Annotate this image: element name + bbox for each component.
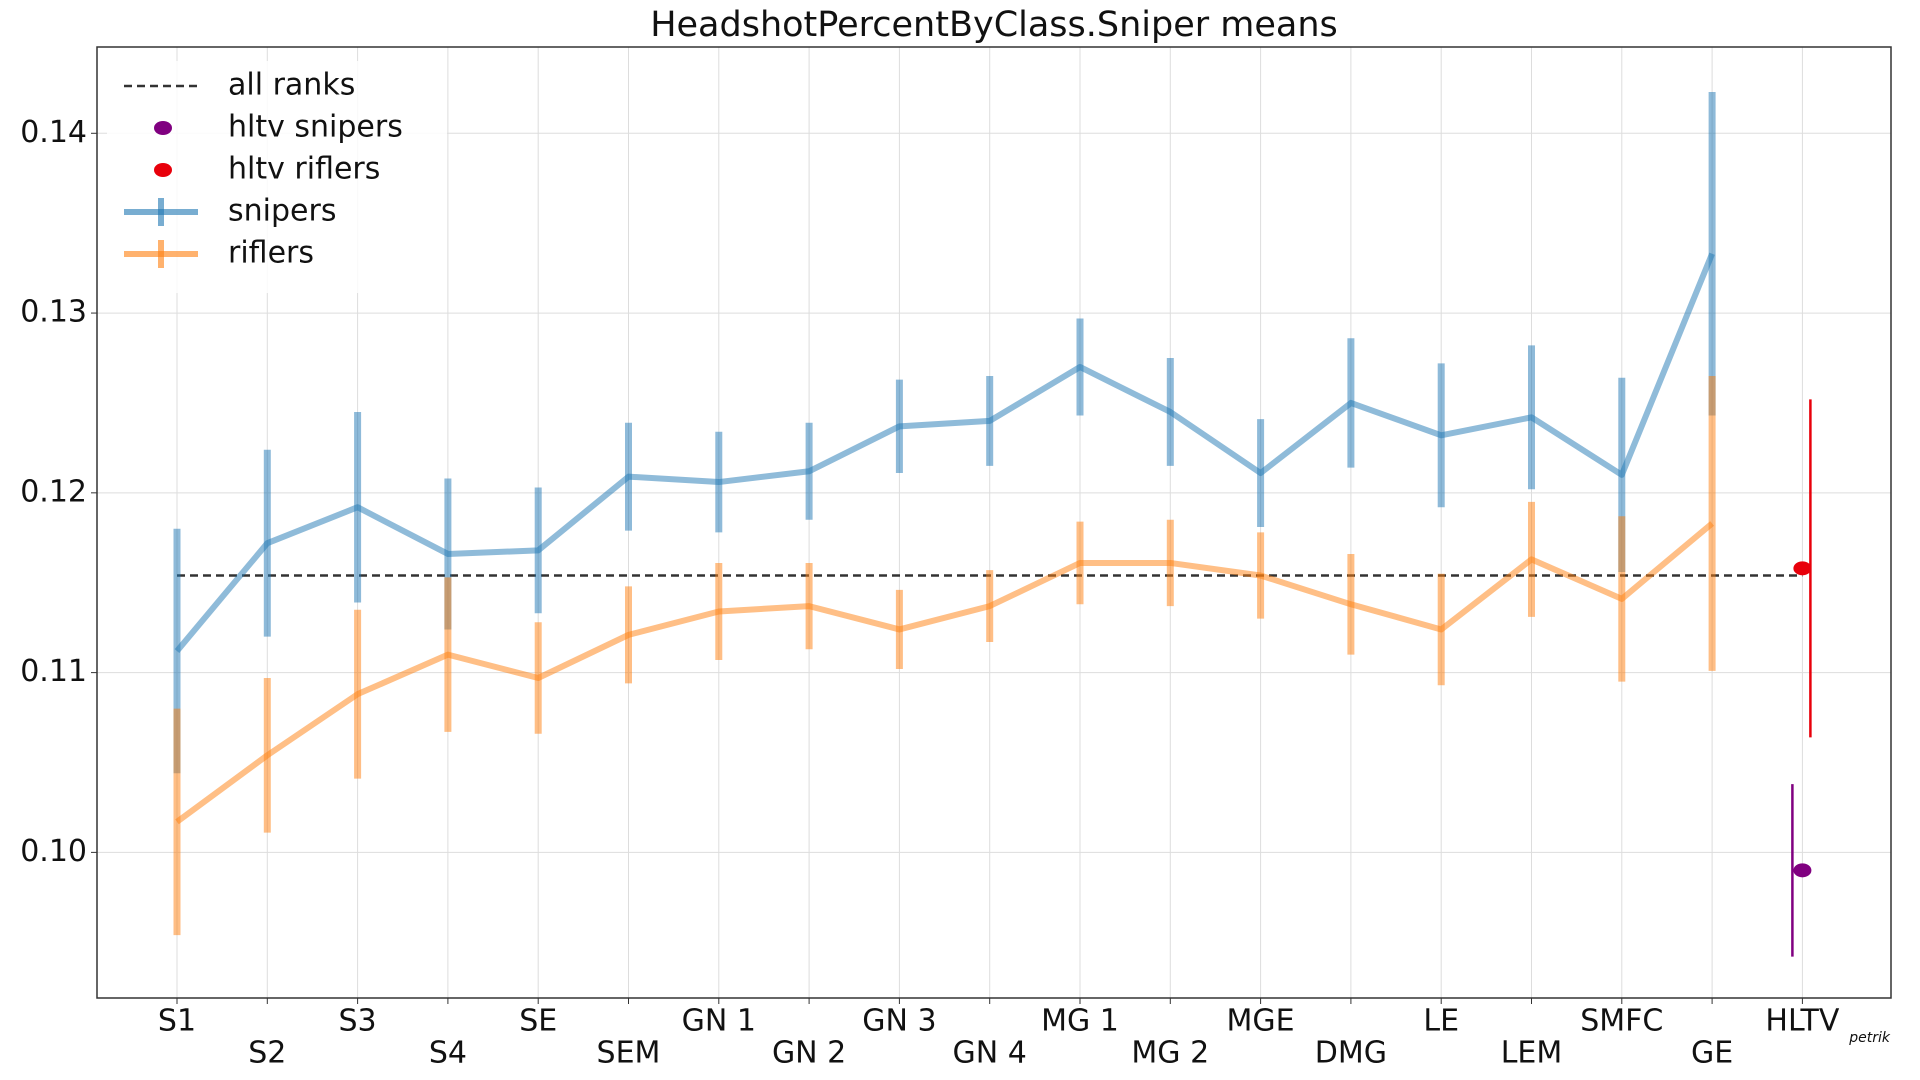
chart-title: HeadshotPercentByClass.Sniper means [650, 5, 1338, 45]
x-tick-label: S1 [158, 1004, 196, 1039]
y-tick-label: 0.14 [20, 115, 87, 150]
legend-symbol [154, 121, 172, 135]
signature: petrik [1848, 1030, 1891, 1046]
x-tick-label: SEM [597, 1036, 661, 1071]
series-line [175, 521, 1715, 825]
x-tick-label: GN 1 [682, 1004, 756, 1039]
x-tick-label: DMG [1315, 1036, 1387, 1071]
legend-label: riflers [228, 236, 314, 271]
x-tick-label: GN 3 [862, 1004, 936, 1039]
x-tick-label: S2 [248, 1036, 286, 1071]
y-tick-label: 0.10 [20, 834, 87, 869]
legend-symbol [154, 163, 172, 177]
point [1793, 863, 1812, 878]
y-tick-label: 0.11 [20, 654, 87, 689]
x-tick-label: S3 [339, 1004, 377, 1039]
y-tick-label: 0.13 [20, 295, 87, 330]
x-tick-label: S4 [429, 1036, 467, 1071]
point [1793, 561, 1812, 576]
x-tick-label: HLTV [1765, 1004, 1839, 1039]
legend-label: all ranks [228, 68, 355, 103]
x-tick-label: LEM [1501, 1036, 1563, 1071]
x-tick-label: SE [519, 1004, 557, 1039]
x-tick-label: MGE [1227, 1004, 1295, 1039]
x-tick-label: GN 4 [953, 1036, 1027, 1071]
x-tick-label: MG 2 [1131, 1036, 1209, 1071]
legend-label: hltv riflers [228, 152, 380, 187]
x-tick-label: GE [1691, 1036, 1733, 1071]
x-tick-label: SMFC [1580, 1004, 1663, 1039]
plot-frame [96, 46, 1892, 999]
x-tick-label: MG 1 [1041, 1004, 1119, 1039]
x-tick-label: GN 2 [772, 1036, 846, 1071]
legend-label: snipers [228, 194, 336, 229]
series-line [174, 252, 1715, 653]
legend-label: hltv snipers [228, 110, 403, 145]
x-tick-label: LE [1423, 1004, 1459, 1039]
y-tick-label: 0.12 [20, 474, 87, 509]
legend: all ranks hltv snipers hltv riflers snipers… [107, 61, 447, 293]
